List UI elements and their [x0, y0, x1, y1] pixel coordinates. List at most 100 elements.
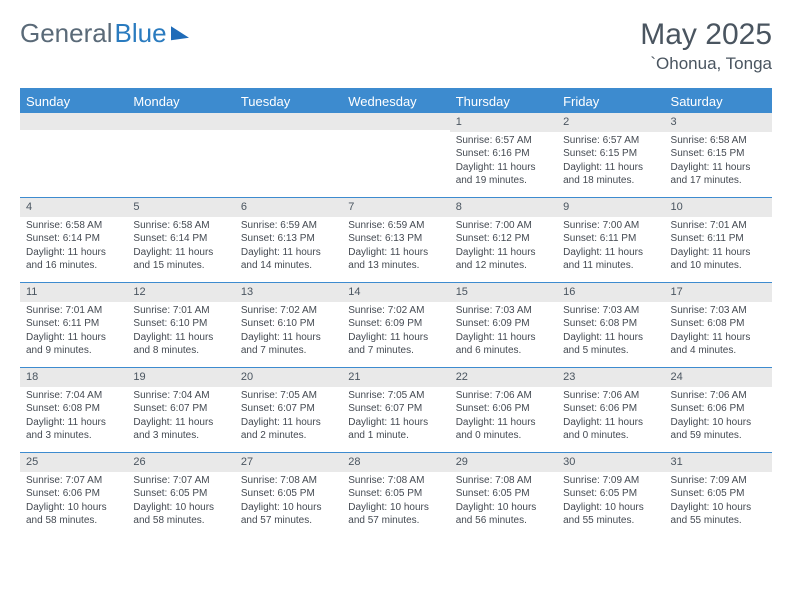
day-body: Sunrise: 7:08 AMSunset: 6:05 PMDaylight:…: [342, 472, 449, 532]
day-body: Sunrise: 7:03 AMSunset: 6:09 PMDaylight:…: [450, 302, 557, 362]
day-body: Sunrise: 7:07 AMSunset: 6:06 PMDaylight:…: [20, 472, 127, 532]
sunrise-text: Sunrise: 6:57 AM: [563, 134, 658, 148]
brand-part2: Blue: [115, 18, 167, 49]
sunset-text: Sunset: 6:13 PM: [241, 232, 336, 246]
day-number: 19: [127, 368, 234, 387]
day-body: Sunrise: 6:58 AMSunset: 6:15 PMDaylight:…: [665, 132, 772, 192]
sunset-text: Sunset: 6:10 PM: [133, 317, 228, 331]
day-cell: 28Sunrise: 7:08 AMSunset: 6:05 PMDayligh…: [342, 453, 449, 537]
day-number: 21: [342, 368, 449, 387]
day-cell: 10Sunrise: 7:01 AMSunset: 6:11 PMDayligh…: [665, 198, 772, 282]
week-row: 25Sunrise: 7:07 AMSunset: 6:06 PMDayligh…: [20, 452, 772, 537]
day-number: 25: [20, 453, 127, 472]
sunset-text: Sunset: 6:16 PM: [456, 147, 551, 161]
daylight-text: Daylight: 10 hours and 56 minutes.: [456, 501, 551, 528]
day-body: Sunrise: 6:57 AMSunset: 6:15 PMDaylight:…: [557, 132, 664, 192]
brand-logo: GeneralBlue: [20, 18, 189, 49]
daylight-text: Daylight: 10 hours and 55 minutes.: [671, 501, 766, 528]
sunrise-text: Sunrise: 7:03 AM: [456, 304, 551, 318]
day-number: 11: [20, 283, 127, 302]
day-cell: 22Sunrise: 7:06 AMSunset: 6:06 PMDayligh…: [450, 368, 557, 452]
day-body: Sunrise: 7:04 AMSunset: 6:08 PMDaylight:…: [20, 387, 127, 447]
day-cell: 25Sunrise: 7:07 AMSunset: 6:06 PMDayligh…: [20, 453, 127, 537]
daylight-text: Daylight: 11 hours and 7 minutes.: [241, 331, 336, 358]
day-cell: 21 Sunrise: 7:05 AMSunset: 6:07 PMDayligh…: [342, 368, 449, 452]
day-body: Sunrise: 7:07 AMSunset: 6:05 PMDaylight:…: [127, 472, 234, 532]
daylight-text: Daylight: 11 hours and 3 minutes.: [133, 416, 228, 443]
day-body: Sunrise: 7:00 AMSunset: 6:12 PMDaylight:…: [450, 217, 557, 277]
sunset-text: Sunset: 6:06 PM: [671, 402, 766, 416]
day-cell: 19Sunrise: 7:04 AMSunset: 6:07 PMDayligh…: [127, 368, 234, 452]
day-number: 5: [127, 198, 234, 217]
day-cell: [235, 113, 342, 197]
daylight-text: Daylight: 11 hours and 2 minutes.: [241, 416, 336, 443]
header: GeneralBlue May 2025 `Ohonua, Tonga: [20, 18, 772, 74]
daylight-text: Daylight: 11 hours and 17 minutes.: [671, 161, 766, 188]
day-body: Sunrise: 7:05 AMSunset: 6:07 PMDaylight:…: [235, 387, 342, 447]
sunset-text: Sunset: 6:11 PM: [563, 232, 658, 246]
weekday-label: Tuesday: [235, 90, 342, 113]
sunrise-text: Sunrise: 7:06 AM: [563, 389, 658, 403]
daylight-text: Daylight: 11 hours and 7 minutes.: [348, 331, 443, 358]
daylight-text: Daylight: 10 hours and 58 minutes.: [26, 501, 121, 528]
daylight-text: Daylight: 11 hours and 10 minutes.: [671, 246, 766, 273]
day-cell: 7Sunrise: 6:59 AMSunset: 6:13 PMDaylight…: [342, 198, 449, 282]
sunrise-text: Sunrise: 6:59 AM: [348, 219, 443, 233]
day-body: Sunrise: 6:57 AMSunset: 6:16 PMDaylight:…: [450, 132, 557, 192]
sunrise-text: Sunrise: 7:05 AM: [348, 389, 443, 403]
sunset-text: Sunset: 6:06 PM: [26, 487, 121, 501]
sunrise-text: Sunrise: 7:06 AM: [456, 389, 551, 403]
day-cell: 13Sunrise: 7:02 AMSunset: 6:10 PMDayligh…: [235, 283, 342, 367]
day-cell: 5Sunrise: 6:58 AMSunset: 6:14 PMDaylight…: [127, 198, 234, 282]
day-cell: [20, 113, 127, 197]
sunset-text: Sunset: 6:07 PM: [348, 402, 443, 416]
day-number: 4: [20, 198, 127, 217]
day-cell: [127, 113, 234, 197]
sunrise-text: Sunrise: 6:58 AM: [671, 134, 766, 148]
sunrise-text: Sunrise: 7:09 AM: [671, 474, 766, 488]
day-cell: 24Sunrise: 7:06 AMSunset: 6:06 PMDayligh…: [665, 368, 772, 452]
day-body: Sunrise: 7:09 AMSunset: 6:05 PMDaylight:…: [557, 472, 664, 532]
day-body: Sunrise: 7:01 AMSunset: 6:11 PMDaylight:…: [665, 217, 772, 277]
sunrise-text: Sunrise: 7:00 AM: [563, 219, 658, 233]
day-number: 22: [450, 368, 557, 387]
sunrise-text: Sunrise: 7:06 AM: [671, 389, 766, 403]
sunrise-text: Sunrise: 7:04 AM: [26, 389, 121, 403]
sunrise-text: Sunrise: 7:01 AM: [671, 219, 766, 233]
daylight-text: Daylight: 11 hours and 13 minutes.: [348, 246, 443, 273]
day-body: Sunrise: 7:06 AMSunset: 6:06 PMDaylight:…: [450, 387, 557, 447]
daylight-text: Daylight: 11 hours and 14 minutes.: [241, 246, 336, 273]
day-body: Sunrise: 7:01 AMSunset: 6:10 PMDaylight:…: [127, 302, 234, 362]
day-body: Sunrise: 7:09 AMSunset: 6:05 PMDaylight:…: [665, 472, 772, 532]
day-number: 23: [557, 368, 664, 387]
sunrise-text: Sunrise: 7:00 AM: [456, 219, 551, 233]
daylight-text: Daylight: 11 hours and 4 minutes.: [671, 331, 766, 358]
sunrise-text: Sunrise: 7:04 AM: [133, 389, 228, 403]
week-row: 1Sunrise: 6:57 AMSunset: 6:16 PMDaylight…: [20, 113, 772, 197]
weekday-label: Wednesday: [342, 90, 449, 113]
day-body: Sunrise: 6:58 AMSunset: 6:14 PMDaylight:…: [20, 217, 127, 277]
sunrise-text: Sunrise: 7:02 AM: [348, 304, 443, 318]
day-number: 31: [665, 453, 772, 472]
day-number: 16: [557, 283, 664, 302]
sunset-text: Sunset: 6:05 PM: [671, 487, 766, 501]
sunset-text: Sunset: 6:05 PM: [563, 487, 658, 501]
sunrise-text: Sunrise: 7:08 AM: [456, 474, 551, 488]
daylight-text: Daylight: 11 hours and 11 minutes.: [563, 246, 658, 273]
day-number: 27: [235, 453, 342, 472]
sunset-text: Sunset: 6:05 PM: [456, 487, 551, 501]
day-cell: 31Sunrise: 7:09 AMSunset: 6:05 PMDayligh…: [665, 453, 772, 537]
day-number: 14: [342, 283, 449, 302]
sunrise-text: Sunrise: 7:05 AM: [241, 389, 336, 403]
location-label: `Ohonua, Tonga: [640, 54, 772, 74]
daylight-text: Daylight: 11 hours and 9 minutes.: [26, 331, 121, 358]
sunset-text: Sunset: 6:09 PM: [456, 317, 551, 331]
day-cell: 16Sunrise: 7:03 AMSunset: 6:08 PMDayligh…: [557, 283, 664, 367]
daylight-text: Daylight: 11 hours and 1 minute.: [348, 416, 443, 443]
daylight-text: Daylight: 11 hours and 15 minutes.: [133, 246, 228, 273]
day-number: 15: [450, 283, 557, 302]
sunset-text: Sunset: 6:14 PM: [26, 232, 121, 246]
daylight-text: Daylight: 10 hours and 57 minutes.: [241, 501, 336, 528]
flag-icon: [171, 23, 189, 40]
daylight-text: Daylight: 11 hours and 16 minutes.: [26, 246, 121, 273]
